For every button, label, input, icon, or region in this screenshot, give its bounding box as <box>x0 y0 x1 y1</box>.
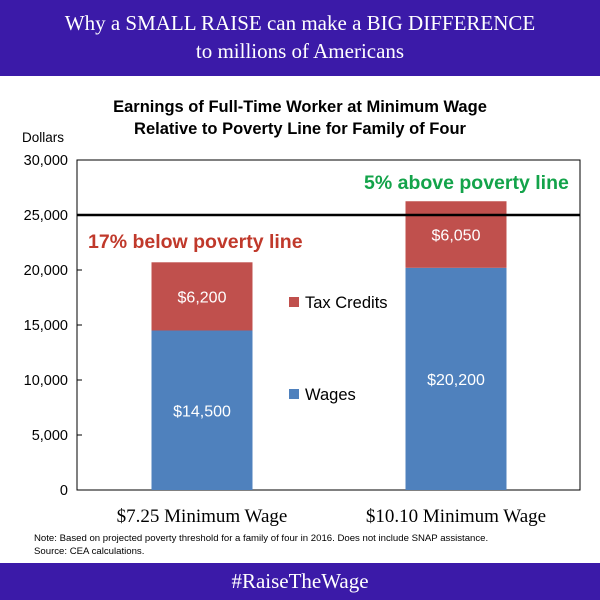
bar-value-label: $6,200 <box>178 289 227 306</box>
chart-title-line2: Relative to Poverty Line for Family of F… <box>134 120 466 138</box>
bar-segment-tax-credits <box>151 262 253 331</box>
y-tick-label: 10,000 <box>24 373 68 389</box>
x-category-label: $7.25 Minimum Wage <box>117 506 288 527</box>
y-tick-label: 25,000 <box>24 208 68 224</box>
footer-banner <box>0 563 600 600</box>
x-category-label: $10.10 Minimum Wage <box>366 506 546 527</box>
header-banner: Why a SMALL RAISE can make a BIG DIFFERE… <box>0 0 600 76</box>
annotation-below-poverty: 17% below poverty line <box>88 231 303 253</box>
y-tick-label: 5,000 <box>32 428 68 444</box>
stacked-bar-chart: 0 5,000 10,000 15,000 20,000 25,000 30,000 $14,… <box>24 153 581 527</box>
bar-value-label: $6,050 <box>432 228 481 245</box>
y-axis-label: Dollars <box>22 130 65 145</box>
y-tick-label: 30,000 <box>24 153 68 169</box>
bar-segment-wages <box>151 330 253 490</box>
y-tick-label: 0 <box>60 483 68 499</box>
note-line1: Note: Based on projected poverty thresho… <box>34 533 489 544</box>
legend-swatch-tax-credits <box>289 297 299 307</box>
header-title-line2: to millions of Americans <box>195 39 405 63</box>
header-title-line1: Why a SMALL RAISE can make a BIG DIFFERE… <box>64 11 536 35</box>
legend-label-wages: Wages <box>305 386 356 404</box>
bar-segment-tax-credits <box>405 201 507 268</box>
bar-segment-wages <box>405 267 507 490</box>
bar-value-label: $20,200 <box>427 372 485 389</box>
annotation-above-poverty: 5% above poverty line <box>364 172 569 194</box>
legend-label-tax-credits: Tax Credits <box>305 294 388 312</box>
y-tick-label: 15,000 <box>24 318 68 334</box>
hashtag-label: #RaiseTheWage <box>231 569 369 593</box>
y-tick-label: 20,000 <box>24 263 68 279</box>
chart-title-line1: Earnings of Full-Time Worker at Minimum … <box>113 98 487 116</box>
bar-value-label: $14,500 <box>173 403 231 420</box>
chart-note: Note: Based on projected poverty thresho… <box>34 533 488 558</box>
note-source: Source: CEA calculations. <box>34 545 145 557</box>
legend-swatch-wages <box>289 389 299 399</box>
